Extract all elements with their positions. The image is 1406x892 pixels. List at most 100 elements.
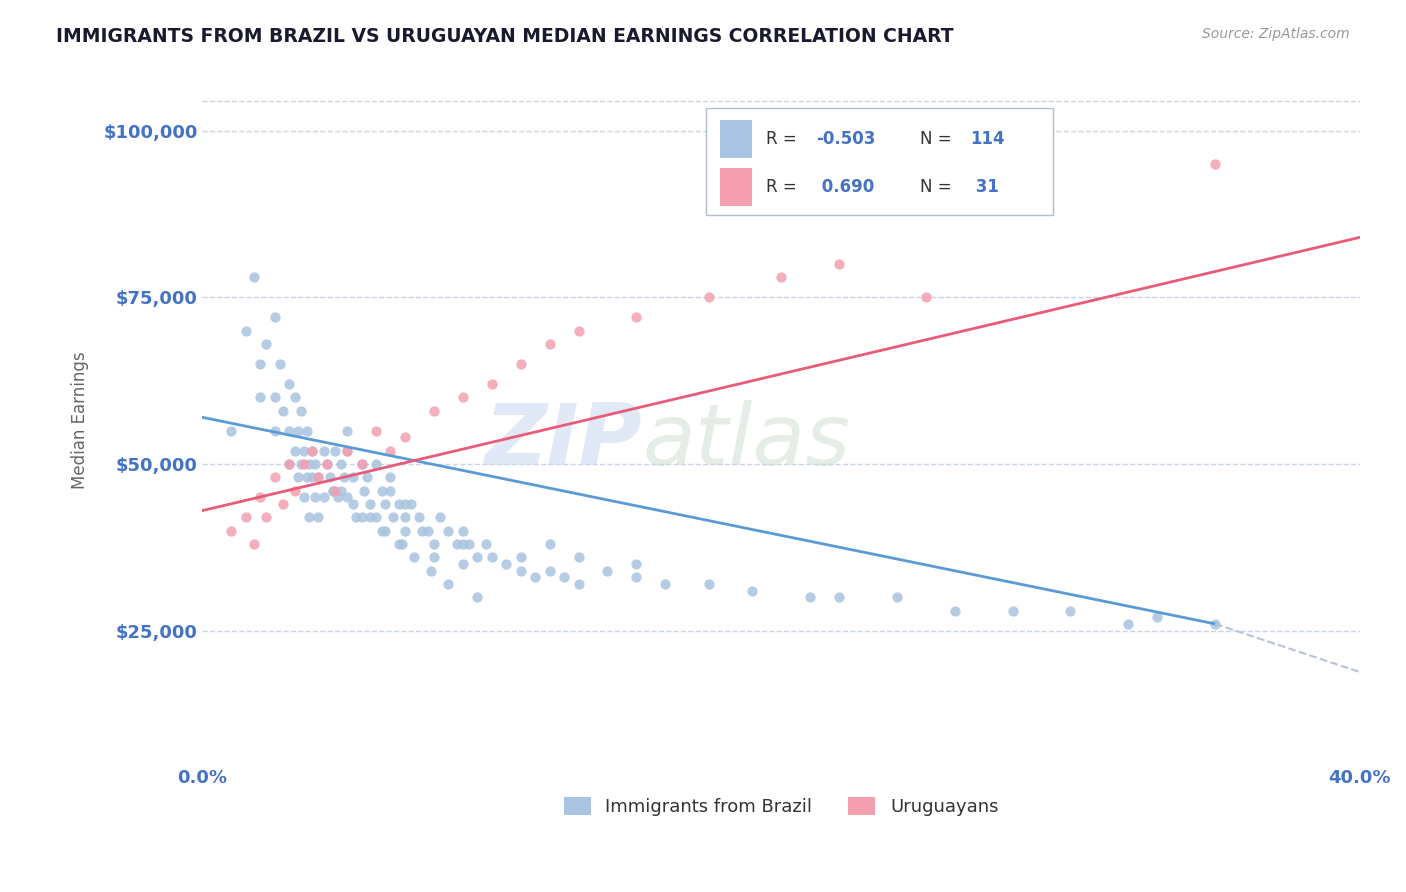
Point	[394, 510, 416, 524]
Point	[307, 510, 329, 524]
Point	[359, 510, 381, 524]
Point	[278, 457, 301, 471]
Point	[287, 424, 309, 438]
Y-axis label: Median Earnings: Median Earnings	[72, 351, 89, 490]
Point	[509, 357, 531, 371]
Point	[322, 483, 344, 498]
Point	[356, 470, 378, 484]
Point	[249, 390, 271, 404]
Point	[567, 324, 589, 338]
Point	[423, 403, 446, 417]
Point	[741, 583, 763, 598]
Point	[538, 564, 561, 578]
Text: 114: 114	[970, 130, 1004, 148]
Point	[408, 510, 430, 524]
Point	[315, 457, 337, 471]
Point	[524, 570, 547, 584]
Point	[350, 457, 373, 471]
FancyBboxPatch shape	[706, 108, 1053, 215]
Point	[394, 497, 416, 511]
Point	[273, 403, 295, 417]
Point	[374, 497, 396, 511]
Point	[359, 497, 381, 511]
Text: N =: N =	[920, 178, 957, 196]
Point	[284, 443, 307, 458]
Point	[388, 537, 411, 551]
Point	[330, 457, 353, 471]
Point	[394, 430, 416, 444]
Point	[292, 457, 315, 471]
Point	[596, 564, 619, 578]
FancyBboxPatch shape	[720, 120, 752, 158]
Point	[325, 443, 347, 458]
Point	[301, 443, 323, 458]
Point	[495, 557, 517, 571]
Point	[697, 577, 720, 591]
Point	[312, 443, 335, 458]
Point	[278, 424, 301, 438]
Point	[828, 257, 851, 271]
Point	[451, 537, 474, 551]
Point	[364, 424, 387, 438]
Point	[1116, 616, 1139, 631]
Point	[243, 537, 266, 551]
Point	[342, 497, 364, 511]
Point	[451, 524, 474, 538]
Point	[1146, 610, 1168, 624]
Point	[626, 310, 648, 325]
Point	[298, 457, 321, 471]
Point	[221, 524, 243, 538]
Point	[301, 470, 323, 484]
Point	[350, 510, 373, 524]
Point	[353, 483, 375, 498]
Point	[364, 457, 387, 471]
Point	[304, 490, 326, 504]
Text: Source: ZipAtlas.com: Source: ZipAtlas.com	[1202, 27, 1350, 41]
Point	[654, 577, 676, 591]
Point	[451, 557, 474, 571]
Point	[336, 443, 359, 458]
Point	[437, 524, 460, 538]
Point	[770, 270, 793, 285]
FancyBboxPatch shape	[720, 169, 752, 206]
Point	[249, 357, 271, 371]
Point	[429, 510, 451, 524]
Point	[336, 424, 359, 438]
Point	[538, 337, 561, 351]
Text: atlas: atlas	[643, 400, 851, 483]
Point	[380, 470, 402, 484]
Point	[380, 443, 402, 458]
Point	[451, 390, 474, 404]
Legend: Immigrants from Brazil, Uruguayans: Immigrants from Brazil, Uruguayans	[557, 789, 1005, 823]
Point	[567, 577, 589, 591]
Point	[475, 537, 498, 551]
Point	[1059, 603, 1081, 617]
Point	[423, 550, 446, 565]
Point	[391, 537, 413, 551]
Point	[402, 550, 425, 565]
Point	[304, 457, 326, 471]
Point	[307, 470, 329, 484]
Point	[697, 290, 720, 304]
Point	[457, 537, 479, 551]
Point	[481, 550, 503, 565]
Point	[284, 390, 307, 404]
Point	[420, 564, 443, 578]
Point	[295, 424, 318, 438]
Point	[538, 537, 561, 551]
Point	[235, 510, 257, 524]
Point	[380, 483, 402, 498]
Point	[278, 457, 301, 471]
Point	[411, 524, 433, 538]
Point	[322, 483, 344, 498]
Point	[437, 577, 460, 591]
Point	[567, 550, 589, 565]
Point	[553, 570, 575, 584]
Point	[943, 603, 966, 617]
Point	[1204, 157, 1226, 171]
Point	[799, 591, 821, 605]
Point	[509, 564, 531, 578]
Point	[364, 510, 387, 524]
Point	[416, 524, 439, 538]
Point	[446, 537, 468, 551]
